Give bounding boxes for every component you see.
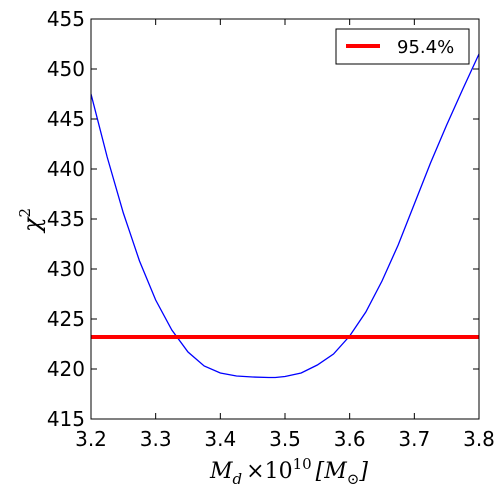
y-tick-label: 455 (47, 7, 85, 31)
legend: 95.4% (335, 28, 470, 65)
y-label-exp: 2 (16, 208, 34, 218)
x-label-unit-sub: ⊙ (347, 470, 360, 488)
y-axis-label: χ2 (16, 208, 46, 234)
x-tick-label: 3.7 (398, 427, 430, 451)
x-axis-label: Md ×1010 [M⊙] (209, 455, 368, 488)
legend-label-95-4: 95.4% (397, 37, 454, 58)
x-label-main: M (209, 459, 233, 484)
x-label-times: ×10 (246, 459, 292, 484)
ticks-layer: 3.2 3.3 3.4 3.5 3.6 3.7 3.8 415 420 425 430 435 440 4… (47, 7, 495, 451)
y-tick-label: 430 (47, 257, 85, 281)
y-tick-label: 420 (47, 357, 85, 381)
y-tick-label: 450 (47, 57, 85, 81)
y-tick-label: 435 (47, 207, 85, 231)
x-tick-label: 3.8 (463, 427, 495, 451)
plot-area (91, 19, 479, 419)
chi-square-curve (91, 53, 479, 379)
x-tick-label: 3.5 (269, 427, 301, 451)
svg-text:Md×1010[M⊙]: Md ×1010 [M⊙] (209, 455, 368, 488)
y-tick-label: 415 (47, 407, 85, 431)
x-tick-label: 3.4 (204, 427, 236, 451)
y-label-main: χ (18, 216, 46, 234)
x-tick-label: 3.2 (75, 427, 107, 451)
y-tick-label: 440 (47, 157, 85, 181)
svg-text:χ2: χ2 (16, 208, 46, 234)
x-label-exp: 10 (293, 455, 312, 473)
y-tick-label: 425 (47, 307, 85, 331)
x-label-sub: d (233, 470, 243, 488)
y-tick-label: 445 (47, 107, 85, 131)
x-tick-label: 3.6 (334, 427, 366, 451)
x-label-unit-close: ] (358, 459, 368, 484)
plot-background (91, 19, 479, 419)
x-tick-label: 3.3 (140, 427, 172, 451)
x-label-unit-open: [M (316, 459, 348, 484)
